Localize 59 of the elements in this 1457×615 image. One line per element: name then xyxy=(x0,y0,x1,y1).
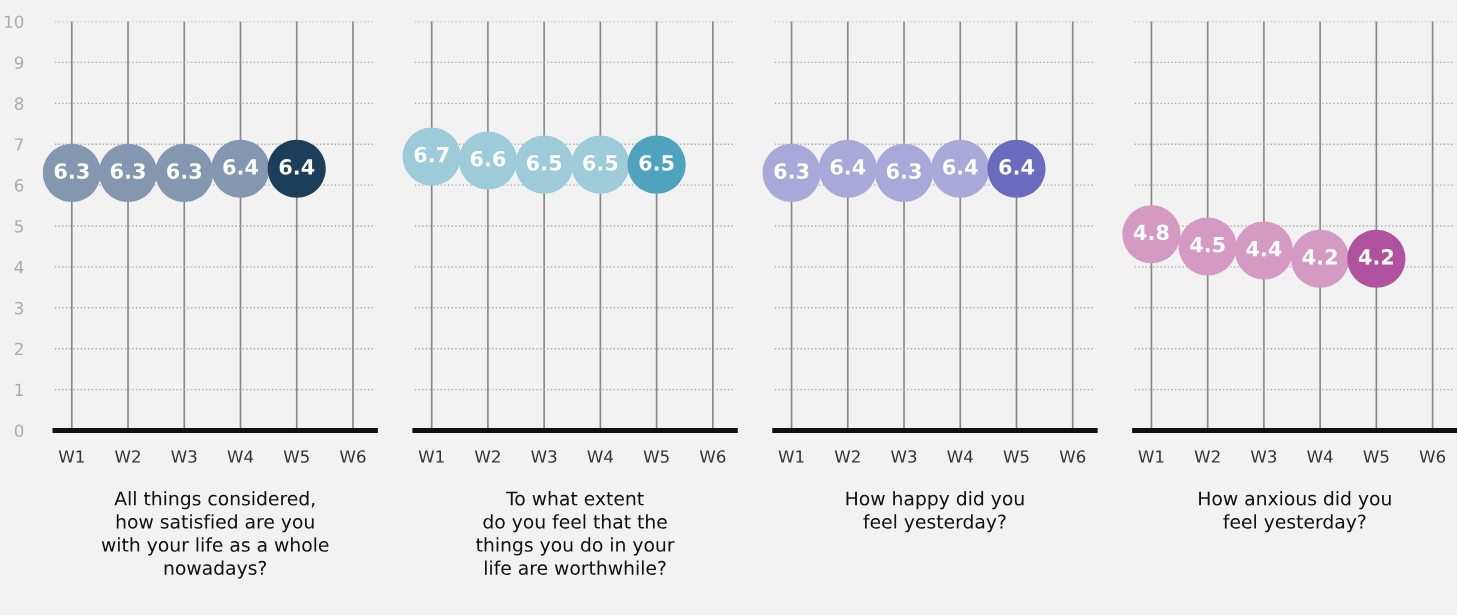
data-label: 6.6 xyxy=(470,150,506,167)
data-label: 4.8 xyxy=(1133,224,1169,241)
data-label: 4.2 xyxy=(1302,249,1337,265)
x-tick-label: W2 xyxy=(1194,450,1220,463)
data-label: 6.4 xyxy=(279,159,315,175)
y-tick-label: 10 xyxy=(5,15,24,29)
y-tick-label: 1 xyxy=(15,383,23,396)
x-tick-label: W5 xyxy=(283,450,309,463)
x-tick-label: W1 xyxy=(1138,450,1164,463)
data-label: 6.3 xyxy=(54,163,89,179)
data-label: 6.5 xyxy=(583,154,618,171)
x-tick-label: W2 xyxy=(115,450,140,463)
x-tick-label: W5 xyxy=(1003,450,1029,463)
x-tick-label: W1 xyxy=(58,450,84,463)
x-axis-title: All things considered, how satisfied are you with your life as a whole nowadays? xyxy=(101,491,329,579)
y-tick-label: 4 xyxy=(14,261,24,274)
x-tick-label: W3 xyxy=(531,450,557,463)
x-tick-label: W4 xyxy=(947,450,973,463)
data-label: 6.7 xyxy=(414,146,449,163)
x-tick-label: W5 xyxy=(643,450,669,463)
x-tick-label: W3 xyxy=(891,450,917,463)
y-tick-label: 0 xyxy=(14,424,24,438)
x-tick-label: W6 xyxy=(339,450,366,463)
data-label: 6.4 xyxy=(830,159,866,175)
x-tick-label: W2 xyxy=(474,450,500,463)
x-axis-title: How happy did you feel yesterday? xyxy=(846,491,1024,533)
x-tick-label: W1 xyxy=(418,450,444,463)
data-label: 4.2 xyxy=(1358,249,1394,265)
x-axis-title: To what extent do you feel that the things you do in your life are worthwhile? xyxy=(476,491,675,575)
data-label: 6.4 xyxy=(999,159,1034,175)
data-label: 6.3 xyxy=(110,163,145,179)
x-tick-label: W6 xyxy=(1059,450,1086,463)
data-label: 6.3 xyxy=(774,163,809,179)
data-label: 6.5 xyxy=(526,154,562,171)
y-tick-label: 7 xyxy=(15,138,23,151)
y-tick-label: 6 xyxy=(14,179,24,192)
y-tick-label: 9 xyxy=(14,56,24,69)
x-tick-label: W5 xyxy=(1363,450,1389,463)
x-tick-label: W3 xyxy=(171,450,197,463)
x-tick-label: W2 xyxy=(834,450,860,463)
data-label: 6.3 xyxy=(886,163,921,179)
y-tick-label: 2 xyxy=(14,342,23,356)
x-axis-title: How anxious did you feel yesterday? xyxy=(1199,491,1391,533)
x-tick-label: W6 xyxy=(1419,450,1446,463)
y-tick-label: 3 xyxy=(15,301,24,315)
x-tick-label: W4 xyxy=(227,450,254,463)
x-tick-label: W4 xyxy=(1307,450,1333,463)
x-tick-label: W6 xyxy=(699,450,726,463)
data-label: 6.5 xyxy=(639,154,674,171)
y-tick-label: 8 xyxy=(14,97,24,110)
data-label: 6.4 xyxy=(943,159,978,175)
data-label: 6.3 xyxy=(167,163,202,179)
x-tick-label: W4 xyxy=(587,450,613,463)
x-tick-label: W3 xyxy=(1250,450,1277,463)
x-tick-label: W1 xyxy=(778,450,804,463)
y-tick-label: 5 xyxy=(15,220,23,233)
data-label: 6.4 xyxy=(223,159,258,175)
data-label: 4.4 xyxy=(1246,241,1282,257)
data-label: 4.5 xyxy=(1190,237,1225,253)
